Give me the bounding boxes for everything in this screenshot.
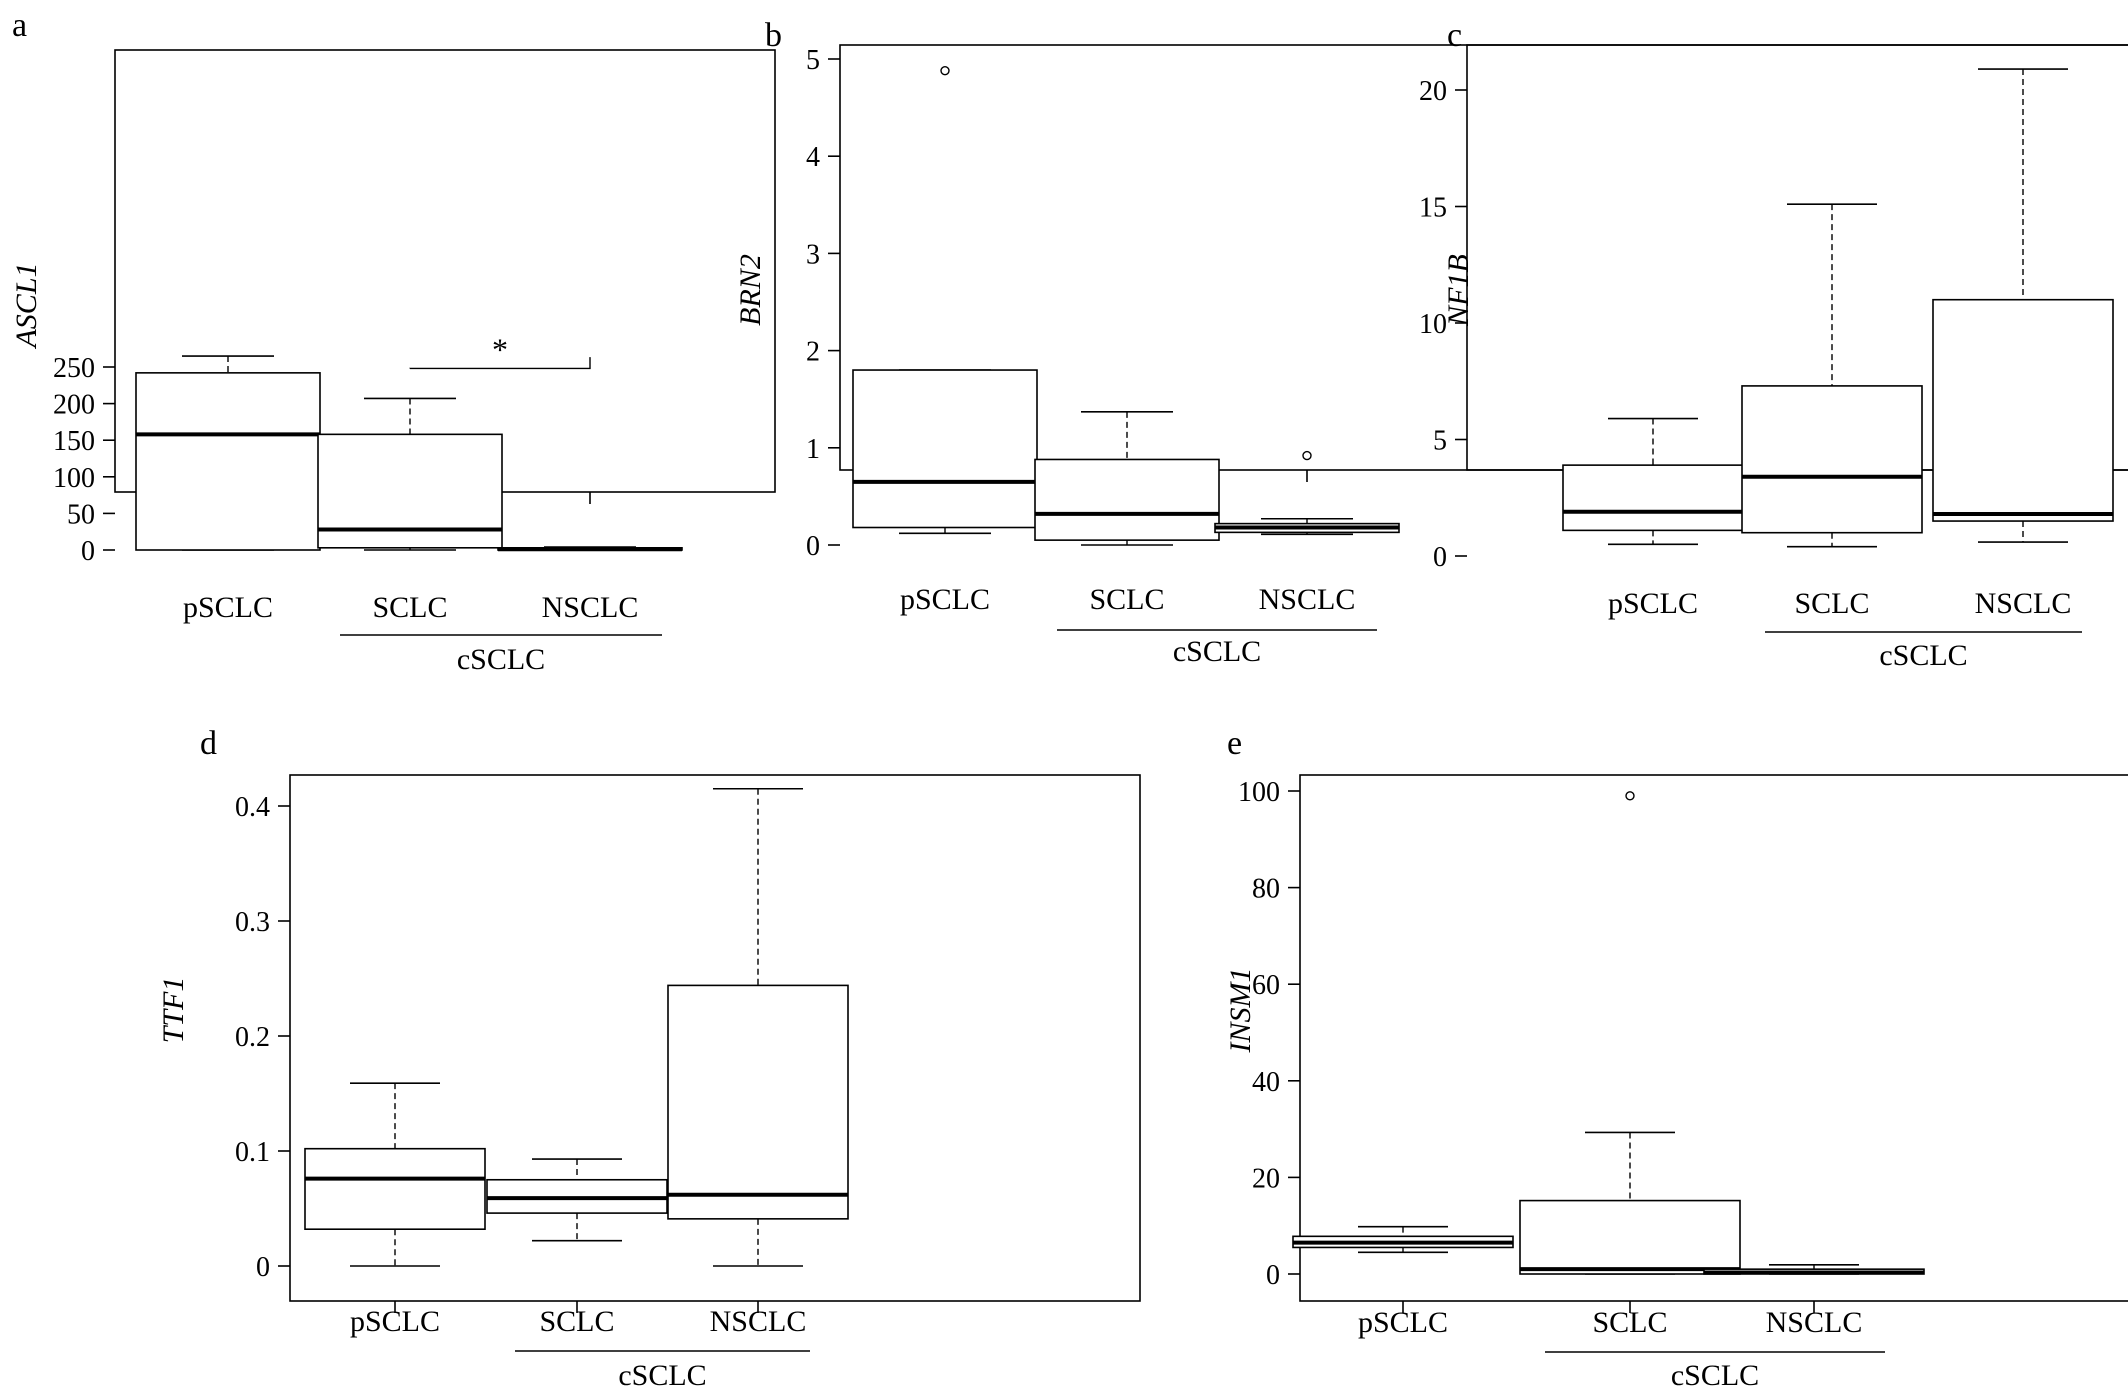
- iqr-box: [304, 1147, 486, 1230]
- panel-label: a: [12, 7, 27, 44]
- y-tick-label: 0.4: [235, 792, 270, 823]
- bracket-line: [409, 357, 591, 370]
- box-sclc: [317, 397, 503, 551]
- plot-frame: [1466, 44, 2128, 471]
- group-label: cSCLC: [1879, 639, 1967, 672]
- x-tick-label: SCLC: [539, 1305, 614, 1338]
- y-tick-label: 5: [806, 45, 820, 76]
- group-label: cSCLC: [1671, 1359, 1759, 1392]
- y-axis-title: TTF1: [157, 977, 190, 1044]
- y-axis-title: ASCL1: [10, 262, 43, 349]
- box-sclc: [1741, 203, 1923, 548]
- significance-label: *: [492, 331, 508, 367]
- x-tick-label: NSCLC: [1975, 587, 2072, 620]
- iqr-box: [1932, 298, 2114, 522]
- x-tick-label: NSCLC: [710, 1305, 807, 1338]
- box-psclc: [135, 355, 321, 551]
- panel-label: c: [1447, 17, 1462, 54]
- group-label: cSCLC: [457, 643, 545, 676]
- y-tick-label: 60: [1252, 970, 1280, 1001]
- y-tick-label: 0: [81, 536, 95, 567]
- y-tick-label: 100: [1238, 777, 1280, 808]
- x-tick-label: SCLC: [1089, 583, 1164, 616]
- x-tick-label: SCLC: [1794, 587, 1869, 620]
- y-tick-label: 4: [806, 142, 820, 173]
- plot-frame: [1299, 774, 2128, 1302]
- x-tick-label: NSCLC: [1259, 583, 1356, 616]
- y-tick-label: 5: [1433, 426, 1447, 457]
- significance-bracket: *: [409, 331, 591, 370]
- box-nsclc: [1214, 450, 1400, 536]
- y-tick-label: 0.1: [235, 1137, 270, 1168]
- box-nsclc: [497, 546, 683, 552]
- x-tick-label: pSCLC: [350, 1305, 440, 1338]
- x-tick-label: pSCLC: [183, 591, 273, 624]
- y-tick-label: 200: [53, 390, 95, 421]
- panel-label: e: [1227, 725, 1242, 762]
- group-label: cSCLC: [618, 1359, 706, 1392]
- iqr-box: [1519, 1199, 1741, 1275]
- iqr-box: [135, 372, 321, 551]
- x-tick-label: NSCLC: [542, 591, 639, 624]
- y-tick-label: 3: [806, 239, 820, 270]
- x-tick-label: SCLC: [1592, 1306, 1667, 1339]
- y-tick-label: 0: [256, 1252, 270, 1283]
- panel-label: b: [765, 17, 782, 54]
- y-tick-label: 50: [67, 499, 95, 530]
- iqr-box: [852, 369, 1038, 529]
- y-tick-label: 150: [53, 426, 95, 457]
- x-tick-label: pSCLC: [900, 583, 990, 616]
- box-psclc: [304, 1082, 486, 1267]
- outlier-point: [1625, 791, 1635, 801]
- y-tick-label: 250: [53, 353, 95, 384]
- y-tick-label: 0.3: [235, 907, 270, 938]
- y-tick-label: 20: [1252, 1163, 1280, 1194]
- box-psclc: [852, 65, 1038, 535]
- box-nsclc: [1703, 1264, 1925, 1275]
- y-tick-label: 0: [1433, 542, 1447, 573]
- y-tick-label: 1: [806, 434, 820, 465]
- x-tick-label: SCLC: [372, 591, 447, 624]
- panel-label: d: [200, 725, 217, 762]
- box-sclc: [1519, 791, 1741, 1275]
- box-sclc: [486, 1158, 668, 1242]
- x-tick-label: NSCLC: [1766, 1306, 1863, 1339]
- y-tick-label: 100: [53, 463, 95, 494]
- box-nsclc: [667, 787, 849, 1267]
- iqr-box: [1741, 385, 1923, 534]
- y-tick-label: 10: [1419, 309, 1447, 340]
- y-tick-label: 40: [1252, 1067, 1280, 1098]
- box-nsclc: [1932, 68, 2114, 543]
- box-psclc: [1292, 1225, 1514, 1254]
- y-tick-label: 0: [1266, 1260, 1280, 1291]
- box-sclc: [1034, 411, 1220, 546]
- y-axis-title: INSM1: [1224, 968, 1257, 1054]
- y-tick-label: 80: [1252, 874, 1280, 905]
- outlier-point: [940, 65, 950, 76]
- iqr-box: [1562, 464, 1744, 532]
- group-label: cSCLC: [1173, 635, 1261, 668]
- y-axis-title: NF1B: [1442, 254, 1475, 327]
- plot-frame: [289, 774, 1141, 1302]
- iqr-box: [1034, 458, 1220, 541]
- y-axis-title: BRN2: [734, 254, 767, 326]
- y-tick-label: 20: [1419, 76, 1447, 107]
- y-tick-label: 2: [806, 337, 820, 368]
- y-tick-label: 0: [806, 531, 820, 562]
- box-psclc: [1562, 417, 1744, 546]
- x-tick-label: pSCLC: [1608, 587, 1698, 620]
- iqr-box: [667, 984, 849, 1220]
- y-tick-label: 15: [1419, 193, 1447, 224]
- panel-a: a 0 50 100 150 200 250 ASCL1 pSCLC SCLC NSCLC cSCLC…: [10, 7, 776, 676]
- y-tick-label: 0.2: [235, 1022, 270, 1053]
- x-tick-label: pSCLC: [1358, 1306, 1448, 1339]
- outlier-point: [1302, 450, 1312, 461]
